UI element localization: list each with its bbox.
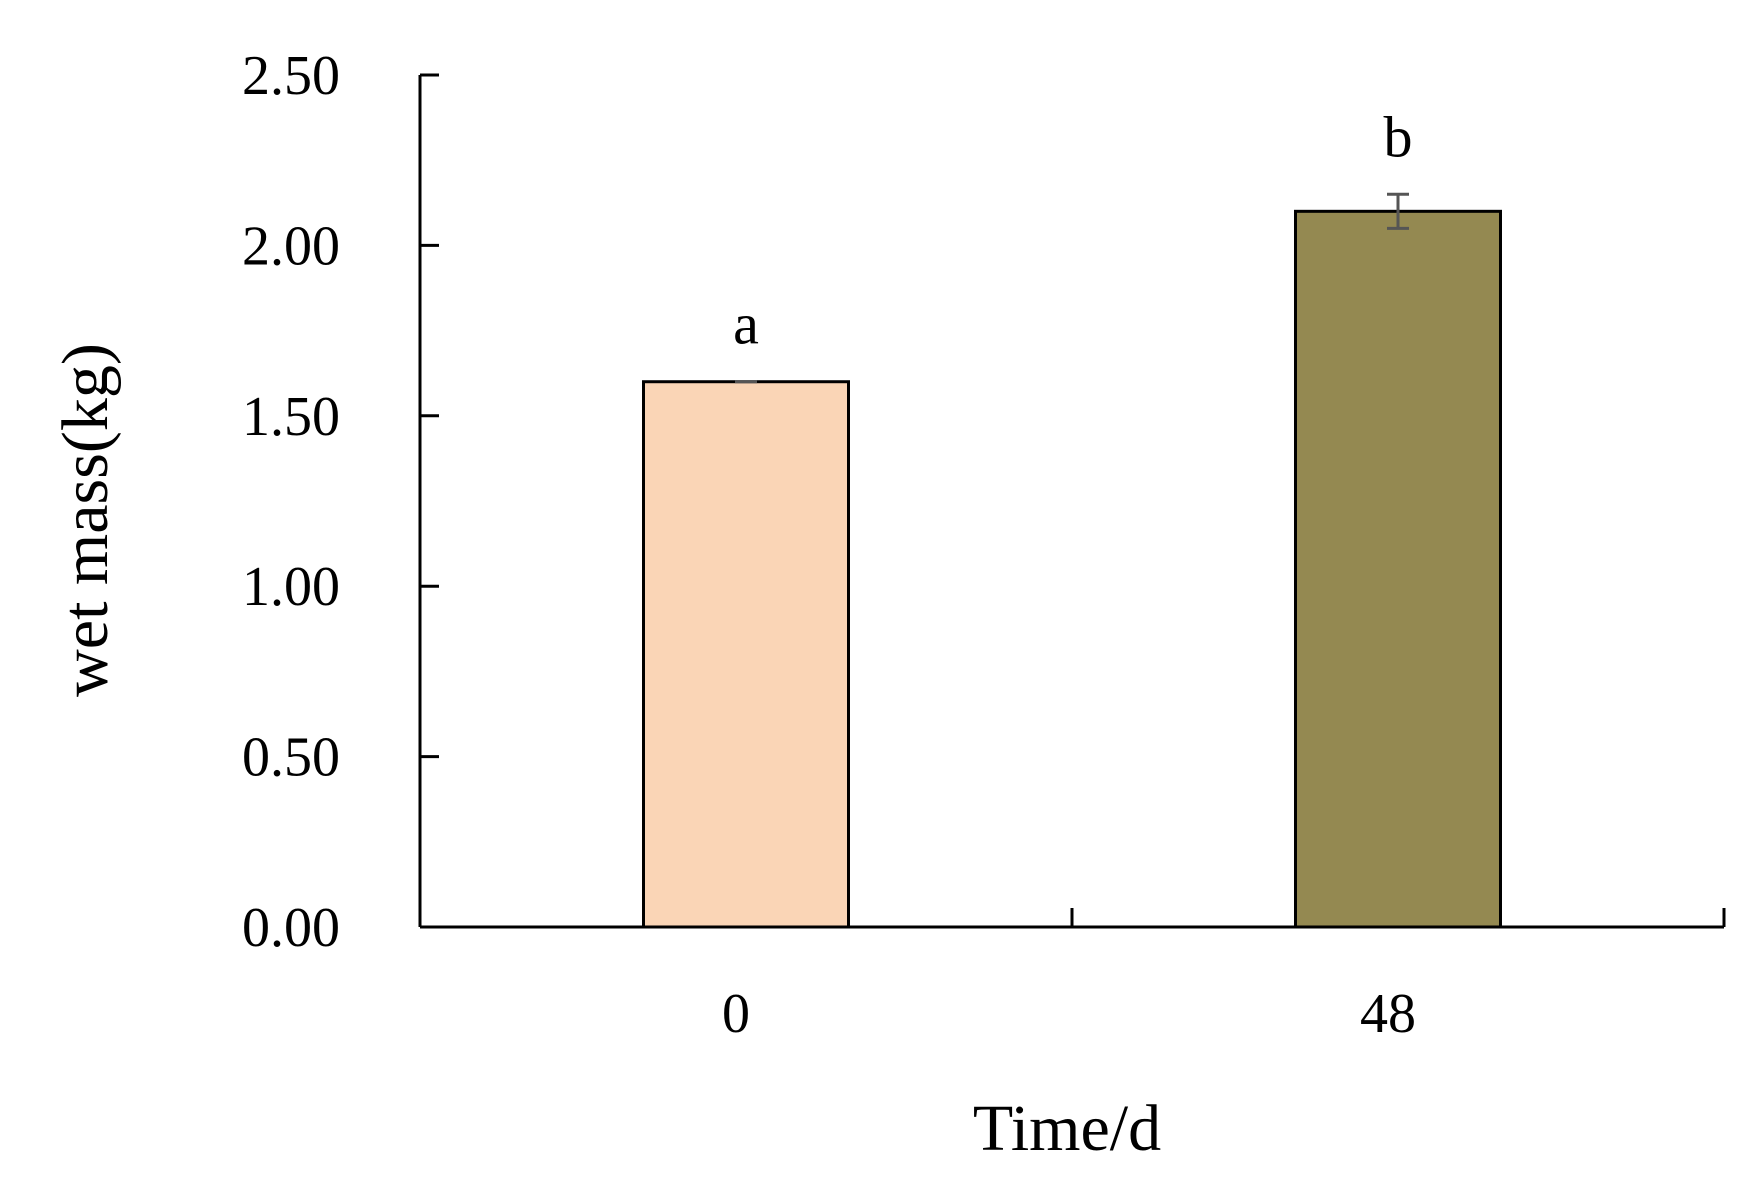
y-tick-label: 0.00 bbox=[242, 897, 340, 959]
x-axis-title: Time/d bbox=[973, 1092, 1161, 1165]
y-tick-label: 1.50 bbox=[242, 386, 340, 448]
significance-label: b bbox=[1384, 104, 1413, 169]
x-tick-label: 48 bbox=[1360, 983, 1416, 1045]
y-axis-title: wet mass(kg) bbox=[49, 343, 122, 697]
bar bbox=[1294, 209, 1502, 929]
labels: 0.00 0.50 1.00 1.50 2.00 2.50 a 0 b 48 Time/d wet m… bbox=[49, 45, 1416, 1165]
bar bbox=[642, 380, 850, 929]
y-tick-label: 2.00 bbox=[242, 215, 340, 277]
bars bbox=[642, 192, 1502, 929]
significance-label: a bbox=[733, 292, 759, 357]
y-tick-label: 0.50 bbox=[242, 727, 340, 789]
y-tick-label: 1.00 bbox=[242, 556, 340, 618]
y-tick-label: 2.50 bbox=[242, 45, 340, 107]
x-tick-label: 0 bbox=[722, 983, 750, 1045]
axes bbox=[418, 73, 1726, 929]
